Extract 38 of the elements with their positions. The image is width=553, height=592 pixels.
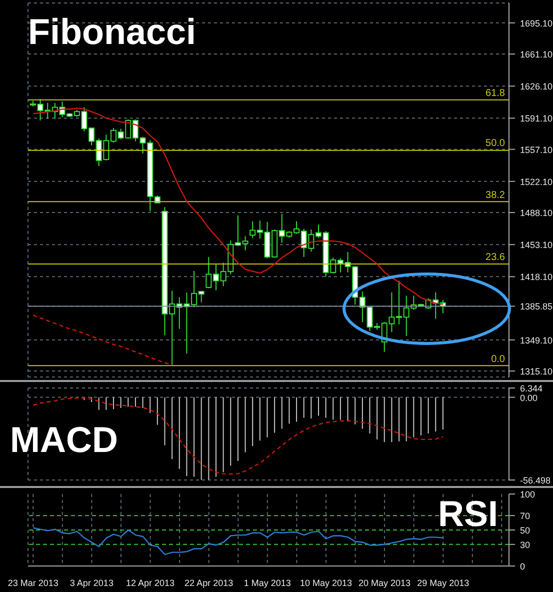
annotation: 0.0: [491, 354, 505, 365]
text: MACD: [10, 419, 118, 460]
line-series: [32, 527, 444, 556]
x-tick-label: 10 May 2013: [300, 578, 352, 588]
x-tick-label: 12 Apr 2013: [126, 578, 175, 588]
y-tick-label: 0: [520, 562, 526, 572]
chart-title: Fibonacci: [28, 11, 196, 52]
annotation: 61.8: [486, 88, 505, 99]
annotation: 38.2: [486, 190, 505, 201]
x-tick-label: 22 Apr 2013: [184, 578, 234, 588]
y-tick-label: 1591.10: [520, 114, 553, 124]
x-tick-label: 29 May 2013: [417, 578, 470, 588]
y-tick-label: 0.00: [520, 392, 538, 403]
x-tick-label: 23 Mar 2013: [8, 578, 58, 588]
y-tick-label: -56.498: [520, 476, 551, 486]
y-tick-label: 1661.10: [520, 50, 553, 60]
y-tick-label: 70: [520, 511, 530, 522]
line-series: [32, 314, 173, 366]
y-tick-label: 1349.10: [520, 335, 553, 346]
x-tick-label: 20 May 2013: [358, 578, 411, 588]
y-tick-label: 1385.85: [520, 302, 553, 312]
y-tick-label: 100: [520, 490, 536, 500]
y-tick-label: 1488.10: [520, 208, 553, 218]
chart-title: RSI: [436, 493, 498, 534]
y-tick-label: 1315.10: [520, 366, 553, 377]
y-tick-label: 1695.10: [520, 18, 553, 28]
annotation: 50.0: [486, 138, 505, 150]
y-tick-label: 1557.10: [520, 144, 553, 155]
x-tick-label: 1 May 2013: [244, 578, 291, 588]
y-tick-label: 30: [520, 540, 530, 550]
y-tick-label: 1418.10: [520, 272, 553, 282]
x-tick-label: 3 Apr 2013: [70, 578, 114, 588]
y-tick-label: 6.344: [520, 384, 543, 394]
y-tick-label: 1626.10: [520, 82, 553, 92]
y-tick-label: 1453.10: [520, 240, 553, 250]
y-tick-label: 50: [520, 526, 530, 536]
annotation: 23.6: [486, 252, 505, 263]
y-tick-label: 1522.10: [520, 176, 553, 187]
